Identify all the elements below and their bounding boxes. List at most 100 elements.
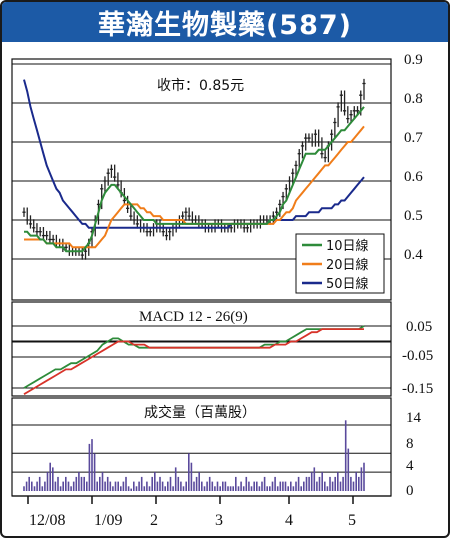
- volume-bar: [222, 481, 224, 491]
- volume-bar: [214, 486, 216, 491]
- legend-label-ma20: 20日線: [326, 257, 369, 273]
- volume-bar: [211, 481, 214, 491]
- volume-bar: [117, 481, 119, 491]
- x-tick-label: 2: [150, 512, 158, 529]
- volume-bar: [279, 481, 282, 491]
- volume-bar: [297, 476, 300, 491]
- volume-bar: [269, 486, 271, 491]
- volume-bar: [122, 481, 125, 491]
- volume-bar: [99, 476, 101, 491]
- volume-bar: [232, 486, 234, 491]
- price-y-tick: 0.7: [404, 130, 423, 146]
- chart-title: 華瀚生物製藥(587): [2, 2, 448, 42]
- volume-bar: [224, 481, 227, 491]
- volume-bar: [41, 486, 44, 491]
- volume-bar: [201, 481, 203, 491]
- volume-bar: [355, 472, 357, 491]
- macd-y-tick: -0.05: [402, 348, 433, 364]
- volume-bar: [185, 481, 187, 491]
- volume-bar: [154, 472, 156, 491]
- volume-bar: [25, 481, 28, 491]
- volume-bar: [300, 486, 302, 491]
- x-tick-label: 3: [215, 512, 223, 529]
- x-tick-label: 4: [285, 512, 293, 529]
- volume-bar: [65, 476, 67, 491]
- grid: [12, 63, 391, 473]
- volume-bar: [237, 486, 240, 491]
- volume-bar: [143, 486, 146, 491]
- volume-bar: [70, 486, 72, 491]
- volume-bar: [266, 486, 268, 491]
- volume-bar: [161, 481, 164, 491]
- volume-bar: [303, 481, 305, 491]
- price-y-tick: 0.4: [404, 247, 423, 263]
- volume-bar: [334, 476, 336, 491]
- volume-bar: [240, 481, 242, 491]
- volume-bar: [182, 486, 185, 491]
- macd-title: MACD 12 - 26(9): [139, 309, 248, 325]
- volume-bar: [219, 486, 221, 491]
- volume-bar: [227, 486, 229, 491]
- volume-bar: [33, 486, 36, 491]
- macd-y-tick: 0.05: [406, 319, 432, 335]
- volume-bar: [78, 472, 80, 491]
- volume-bar: [308, 476, 310, 491]
- volume-bar: [295, 481, 297, 491]
- volume-bar: [358, 476, 360, 491]
- volume-bar: [216, 481, 219, 491]
- volume-bar: [245, 476, 248, 491]
- volume-bar: [360, 467, 363, 491]
- volume-bar: [177, 476, 180, 491]
- volume-bar: [38, 476, 41, 491]
- volume-bar: [156, 481, 159, 491]
- volume-bar: [93, 453, 96, 491]
- price-y-tick: 0.8: [404, 91, 423, 107]
- volume-bar: [133, 481, 135, 491]
- volume-bar: [164, 486, 166, 491]
- volume-bar: [44, 481, 46, 491]
- volume-y-tick: 0: [406, 483, 414, 499]
- price-y-tick: 0.9: [404, 52, 423, 68]
- volume-bar: [172, 486, 174, 491]
- candlesticks: [22, 78, 366, 260]
- volume-bar: [28, 476, 30, 491]
- volume-bar: [112, 486, 114, 491]
- volume-bar: [324, 481, 326, 491]
- volume-bar: [91, 439, 93, 491]
- volume-bar: [148, 486, 151, 491]
- volume-bar: [208, 476, 211, 491]
- volume-bar: [101, 472, 104, 491]
- volume-bar: [242, 486, 245, 491]
- volume-y-tick: 4: [406, 458, 414, 474]
- legend-label-ma10: 10日線: [326, 238, 369, 254]
- volume-bar: [49, 462, 51, 491]
- volume-y-tick: 8: [406, 436, 414, 452]
- volume-bar: [72, 481, 75, 491]
- volume-bar: [106, 476, 109, 491]
- macd-panel-border: [11, 301, 392, 397]
- volume-y-tick: 14: [406, 410, 422, 426]
- volume-bar: [256, 481, 258, 491]
- volume-bar: [86, 481, 88, 491]
- volume-bar: [263, 476, 266, 491]
- volume-bar: [57, 476, 59, 491]
- volume-bar: [159, 476, 161, 491]
- x-tick-label: 1/09: [94, 512, 122, 529]
- volume-bar: [75, 476, 78, 491]
- x-tick-label: 12/08: [29, 512, 65, 529]
- volume-bar: [127, 486, 130, 491]
- price-panel-border: [11, 58, 392, 301]
- volume-bar: [140, 476, 143, 491]
- macd-signal-line: [23, 328, 364, 395]
- volume-bar: [337, 472, 339, 491]
- volume-bar: [344, 420, 347, 491]
- volume-bar: [363, 462, 365, 491]
- volume-bar: [174, 467, 177, 491]
- volume-bar: [167, 481, 169, 491]
- price-y-tick: 0.6: [404, 169, 423, 185]
- ma20-line: [24, 125, 365, 249]
- volume-bar: [342, 476, 344, 491]
- volume-bar: [271, 481, 274, 491]
- volume-bar: [151, 476, 153, 491]
